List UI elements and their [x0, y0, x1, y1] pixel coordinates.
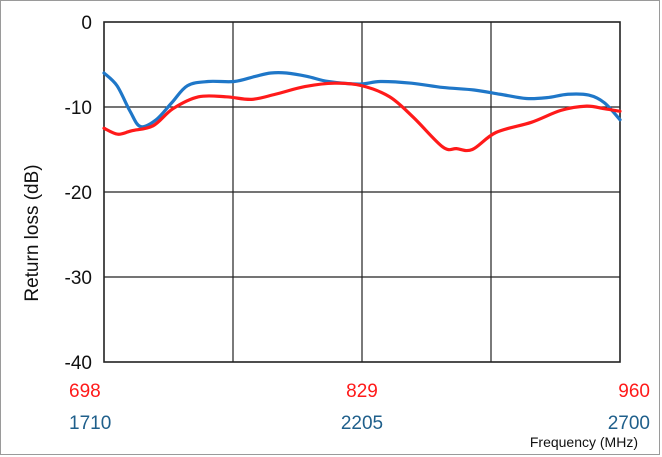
- x-axis-title: Frequency (MHz): [530, 434, 638, 450]
- plot-border: [103, 21, 621, 363]
- series-line-high-band: [102, 70, 622, 129]
- x-tick-label-low-band: 829: [346, 381, 378, 402]
- y-axis-title: Return loss (dB): [22, 164, 43, 301]
- y-tick-labels: 0 -10 -20 -30 -40: [65, 13, 92, 374]
- y-tick-label: 0: [81, 13, 92, 34]
- x-tick-label-high-band: 2700: [608, 413, 650, 434]
- grid: [104, 22, 620, 362]
- x-tick-labels: 698 829 960 1710 2205 2700: [69, 381, 650, 434]
- series-line-low-band: [102, 81, 622, 153]
- x-tick-label-low-band: 960: [618, 381, 650, 402]
- y-tick-label: -20: [65, 183, 92, 204]
- y-tick-label: -10: [65, 98, 92, 119]
- y-tick-label: -40: [65, 353, 92, 374]
- series-layer: [102, 70, 622, 153]
- x-tick-label-low-band: 698: [69, 381, 101, 402]
- x-tick-label-high-band: 1710: [69, 413, 111, 434]
- y-tick-label: -30: [65, 268, 92, 289]
- x-tick-label-high-band: 2205: [341, 413, 383, 434]
- plot-area: [103, 21, 621, 363]
